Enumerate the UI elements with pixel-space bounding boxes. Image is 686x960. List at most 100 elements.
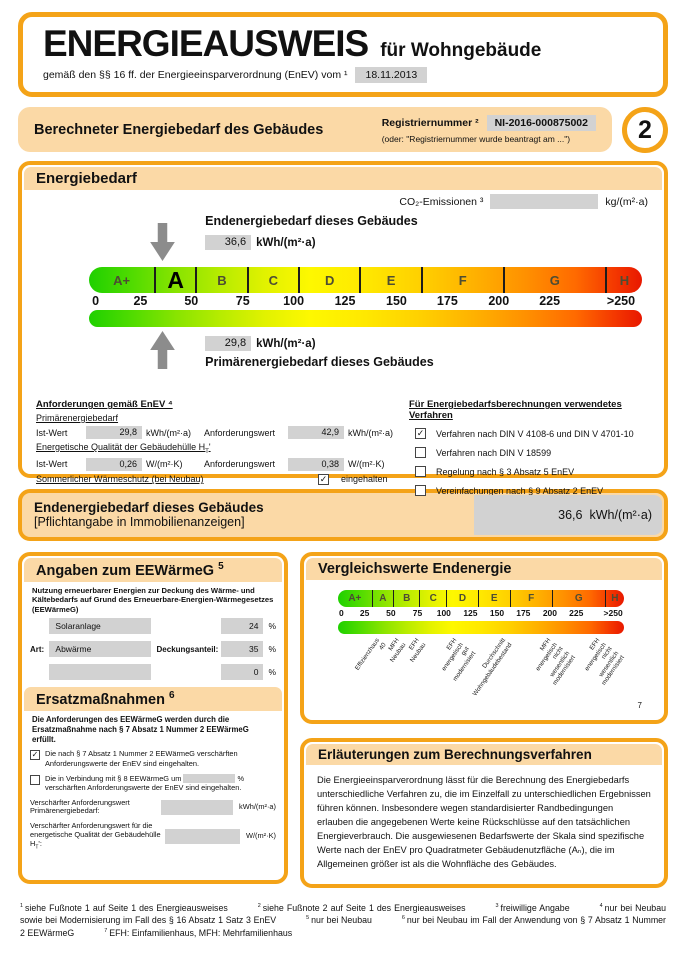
comparison-class-bar: A+ A B C D E F	[338, 590, 624, 607]
banner-title: Endenergiebedarf dieses Gebäudes	[34, 500, 264, 515]
energy-class-label: G	[549, 272, 560, 288]
method-item: ✓ Verfahren nach DIN V 4108-6 und DIN V …	[415, 428, 650, 439]
ersatz-checkbox-1[interactable]: ✓	[30, 750, 40, 761]
ist-wert-label: Ist-Wert	[36, 427, 68, 438]
method-item: Vereinfachungen nach § 9 Absatz 2 EnEV	[415, 485, 650, 496]
prim-ist-field[interactable]: 29,8	[86, 426, 142, 439]
stricter-envelope-req-field[interactable]	[165, 828, 241, 844]
eewaermeg-row: Art: Abwärme Deckungsanteil: 35 %	[30, 641, 276, 658]
comparison-footnote-mark: 7	[637, 701, 642, 710]
comparison-class-label: F	[528, 593, 535, 604]
explanation-title: Erläuterungen zum Berechnungsverfahren	[306, 744, 662, 765]
method-checkbox[interactable]	[415, 466, 426, 477]
comparison-class-label: D	[458, 593, 467, 604]
ersatz-checkbox-2[interactable]	[30, 774, 40, 785]
prim-anf-unit: kWh/(m²·a)	[348, 427, 393, 438]
scale-tick-label: 150	[386, 294, 407, 308]
comparison-title: Vergleichswerte Endenergie	[306, 558, 662, 580]
scale-tick-label: 75	[235, 294, 250, 308]
comparison-class-label: E	[490, 593, 498, 604]
stricter-envelope-req-row: Verschärfter Anforderungswert für die en…	[30, 821, 276, 850]
stricter-envelope-req-unit: W/(m²·K)	[246, 831, 276, 841]
footnote: 3 freiwillige Angabe	[496, 903, 570, 913]
registration-number-field[interactable]: NI-2016-000875002	[486, 115, 596, 131]
huelle-anf-unit: W/(m²·K)	[348, 459, 385, 470]
ersatz-percent-field[interactable]	[183, 774, 236, 784]
primary-energy-value-field[interactable]: 29,8	[205, 336, 252, 351]
comparison-marker-label: Durchschnitt Wohngebäudebestand	[470, 637, 513, 698]
prim-anf-field[interactable]: 42,9	[288, 426, 344, 439]
energy-class-label: C	[268, 272, 278, 288]
eewaermeg-table: Solaranlage 24 % Art: Abwärme Deckungsan…	[30, 618, 276, 681]
footnote-text: siehe Fußnote 1 auf Seite 1 des Energiea…	[25, 902, 228, 913]
prim-ist-unit: kWh/(m²·a)	[146, 427, 191, 438]
coverage-field[interactable]: 35	[220, 641, 264, 658]
method-checkbox[interactable]	[415, 485, 426, 496]
energy-type-field[interactable]	[49, 664, 151, 681]
method-checkbox[interactable]: ✓	[415, 428, 426, 439]
comparison-class-cell: A+	[338, 590, 372, 607]
comparison-class-label: C	[429, 593, 437, 604]
page-number-badge: 2	[622, 107, 668, 153]
ersatz-check-label-2: Die in Verbindung mit § 8 EEWärmeG um % …	[45, 773, 245, 793]
method-checkbox[interactable]	[415, 447, 426, 458]
energy-class-cell: C	[246, 267, 298, 293]
comparison-box: Vergleichswerte Endenergie A+ A B C	[300, 552, 668, 724]
law-date-field[interactable]: 18.11.2013	[355, 67, 428, 83]
huelle-anf-field[interactable]: 0,38	[288, 457, 344, 471]
comparison-tick-label: 150	[489, 608, 505, 618]
energy-class-cell: A+	[89, 267, 154, 293]
end-energy-banner: Endenergiebedarf dieses Gebäudes [Pflich…	[18, 489, 668, 541]
explanation-body: Die Energieeinsparverordnung lässt für d…	[317, 775, 651, 869]
comparison-markers: Effizienzhaus 40 MFH Neubau EFH Neubau E…	[338, 634, 626, 722]
comparison-tick-label: >250	[603, 608, 623, 618]
scale-tick-label: 25	[133, 294, 148, 308]
eewaermeg-intro: Nutzung erneuerbarer Energien zur Deckun…	[32, 585, 274, 614]
comparison-marker-label: EFH energetisch nicht wesentlich moderni…	[582, 637, 626, 687]
primary-energy-label: Primärenergiebedarf dieses Gebäudes	[205, 355, 434, 369]
huelle-ist-field[interactable]: 0,26	[86, 457, 142, 471]
comparison-class-cell: F	[509, 590, 552, 607]
coverage-field[interactable]: 0	[220, 664, 264, 681]
energy-type-field[interactable]: Abwärme	[49, 641, 151, 658]
energy-class-label: B	[217, 272, 227, 288]
check-glyph: ✓	[31, 750, 39, 760]
footnote-number: 2	[257, 902, 261, 909]
footnote-text: nur bei Neubau im Fall der Anwendung von…	[20, 915, 666, 939]
energy-type-field[interactable]: Solaranlage	[49, 618, 151, 635]
scale-tick-label: 175	[436, 294, 458, 308]
stricter-primary-req-field[interactable]	[160, 799, 234, 815]
end-energy-label: Endenergiebedarf dieses Gebäudes	[205, 214, 418, 228]
ersatzmassnahmen-title: Ersatzmaßnahmen 6	[24, 687, 282, 712]
comparison-class-label: G	[574, 593, 583, 604]
summer-heat-status: eingehalten	[341, 474, 388, 485]
enev-requirements: Anforderungen gemäß EnEV ⁴ Primärenergie…	[36, 396, 393, 504]
scale-tick-label: >250	[606, 294, 636, 308]
comparison-class-cell: G	[551, 590, 605, 607]
footnote-number: 1	[20, 902, 24, 909]
primary-energy-req-title: Primärenergiebedarf	[36, 413, 119, 423]
coverage-field[interactable]: 24	[220, 618, 264, 635]
footnote-number: 6	[401, 915, 405, 922]
art-label: Art:	[30, 644, 45, 654]
primary-energy-marker-arrow-icon	[149, 331, 175, 374]
anforderungswert-label2: Anforderungswert	[204, 459, 276, 470]
footnote-text: freiwillige Angabe	[500, 902, 570, 913]
ist-wert-label2: Ist-Wert	[36, 459, 68, 470]
eewaermeg-row: 0 %	[30, 664, 276, 681]
footnote: 5 nur bei Neubau	[306, 915, 372, 925]
scale-tick-label: 0	[92, 294, 100, 308]
banner-value-field[interactable]: 36,6 kWh/(m²·a)	[474, 495, 662, 535]
comparison-class-cell: H	[604, 590, 624, 607]
stricter-primary-req-unit: kWh/(m²·a)	[239, 802, 276, 812]
method-item: Regelung nach § 3 Absatz 5 EnEV	[415, 466, 650, 477]
requirements-title: Anforderungen gemäß EnEV ⁴	[36, 399, 173, 410]
summer-heat-checkbox[interactable]: ✓	[318, 473, 329, 485]
comparison-class-cell: C	[419, 590, 446, 607]
end-energy-value-field[interactable]: 36,6	[205, 235, 252, 250]
banner-value: 36,6	[558, 508, 583, 522]
co2-value-field[interactable]	[490, 194, 599, 209]
scale-tick-label: 200	[488, 294, 510, 308]
energiebedarf-box: Energiebedarf CO₂-Emissionen ³ kg/(m²·a)…	[18, 161, 668, 496]
